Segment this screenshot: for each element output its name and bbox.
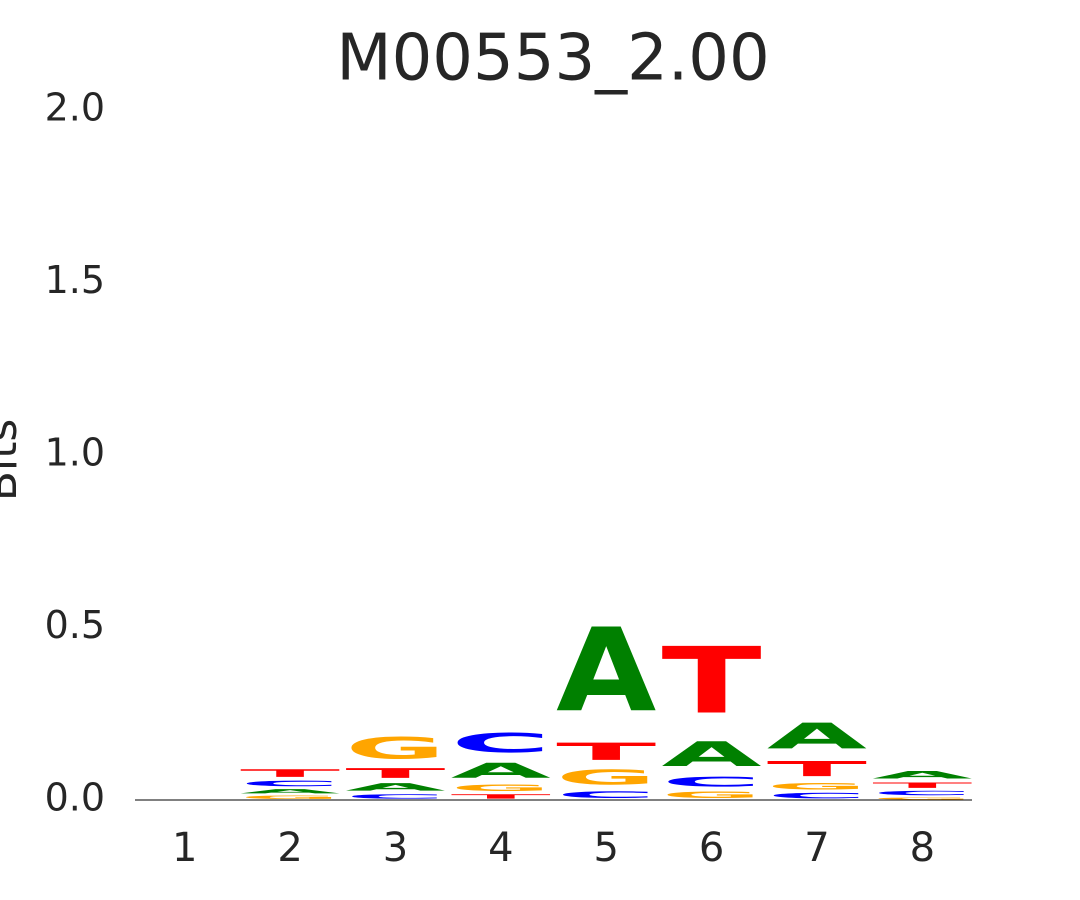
x-tick-label: 7	[804, 825, 829, 871]
logo-letter: C	[767, 791, 867, 800]
x-tick-label: 5	[593, 825, 618, 871]
y-tick-label: 1.0	[45, 431, 105, 475]
logo-letter: C	[662, 774, 762, 789]
logo-letter: T	[556, 738, 657, 766]
logo-letter: G	[556, 766, 656, 790]
y-tick-label: 1.5	[45, 258, 105, 302]
logo-letter: T	[872, 781, 972, 790]
logo-letter: G	[662, 790, 762, 800]
logo-letter: T	[345, 765, 445, 781]
logo-letter: T	[767, 757, 867, 781]
y-axis-label: Bits	[0, 419, 27, 502]
logo-letter: C	[240, 779, 340, 788]
y-tick-label: 2.0	[45, 86, 105, 130]
logo-letter: T	[451, 793, 551, 800]
logo-letter: A	[556, 603, 656, 737]
logo-letter: G	[872, 797, 972, 800]
logo-letter: G	[767, 781, 867, 791]
logo-letter: G	[451, 783, 551, 793]
logo-letter: A	[345, 781, 445, 793]
logo-letter: T	[662, 628, 762, 734]
x-tick-label: 2	[277, 825, 302, 871]
x-tick-label: 4	[488, 825, 513, 871]
logo-letter: A	[451, 759, 552, 783]
logo-letter: A	[662, 735, 762, 774]
logo-letter: C	[451, 728, 551, 759]
logo-letter: A	[872, 769, 972, 781]
x-tick-label: 3	[383, 825, 408, 871]
logo-letter: C	[872, 790, 972, 797]
chart-title: M00553_2.00	[336, 22, 769, 96]
x-tick-label: 6	[699, 825, 724, 871]
x-tick-label: 1	[172, 825, 197, 871]
logo-letter: G	[345, 731, 445, 765]
y-tick-label: 0.0	[45, 776, 105, 820]
logo-letter: A	[767, 716, 867, 757]
logo-letter: G	[240, 795, 340, 800]
logo-letter: C	[345, 793, 445, 800]
x-tick-label: 8	[910, 825, 935, 871]
logo-letter: A	[240, 788, 340, 795]
logo-letter: C	[556, 790, 656, 800]
logo-letter: T	[240, 767, 340, 779]
y-tick-label: 0.5	[45, 603, 105, 647]
